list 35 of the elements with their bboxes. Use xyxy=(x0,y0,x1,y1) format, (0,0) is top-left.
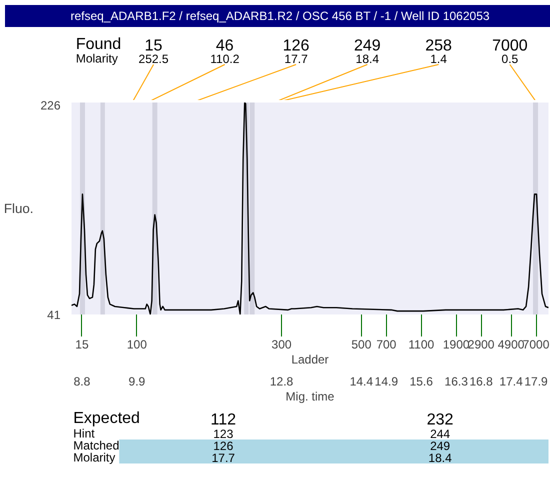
text: 500 xyxy=(351,338,372,352)
text: 126 17.7 xyxy=(282,38,310,66)
text: 2900 xyxy=(468,338,495,352)
text: 15 xyxy=(75,338,89,352)
x-tick-label: 16.3 xyxy=(444,374,468,388)
text: 700 xyxy=(376,338,397,352)
y-axis-title: Fluo. xyxy=(4,201,34,216)
text: 4900 xyxy=(498,338,525,352)
text: 46 110.2 xyxy=(210,38,240,66)
text: 258 1.4 xyxy=(425,38,452,66)
x-tick-label: 8.8 xyxy=(74,374,91,388)
chart-title: refseq_ADARB1.F2 / refseq_ADARB1.R2 / OSC 456 BT / -1 / Well ID 1062053 xyxy=(70,8,490,25)
text: Expected Hint Matched Molarity xyxy=(73,410,140,464)
x-tick-label: 14.4 xyxy=(350,374,374,388)
x-tick-label: 17.9 xyxy=(524,374,548,388)
text: 112 123 126 17.7 xyxy=(210,412,236,465)
line-series xyxy=(72,102,548,314)
text: 7000 xyxy=(522,338,550,352)
text: 232 244 249 18.4 xyxy=(426,412,454,465)
text: 100 xyxy=(126,338,148,352)
text: 15 252.5 xyxy=(138,38,169,66)
text: 7000 0.5 xyxy=(492,38,528,66)
text: 1900 xyxy=(442,338,470,352)
x-tick-label: 15.6 xyxy=(410,374,434,388)
text: 1100 xyxy=(408,338,434,352)
text: 300 xyxy=(272,338,292,352)
text: Found Molarity xyxy=(76,36,122,66)
x-tick-label: 17.4 xyxy=(499,374,524,388)
x-tick-label: 9.9 xyxy=(128,374,146,388)
y-tick-label: 41 xyxy=(47,308,61,322)
x-tick-label: 16.8 xyxy=(469,374,494,388)
text: 249 18.4 xyxy=(354,38,381,66)
y-tick-label: 226 xyxy=(40,98,61,112)
x-tick-label: 12.8 xyxy=(270,374,294,388)
x-tick-label: 14.9 xyxy=(374,374,398,388)
